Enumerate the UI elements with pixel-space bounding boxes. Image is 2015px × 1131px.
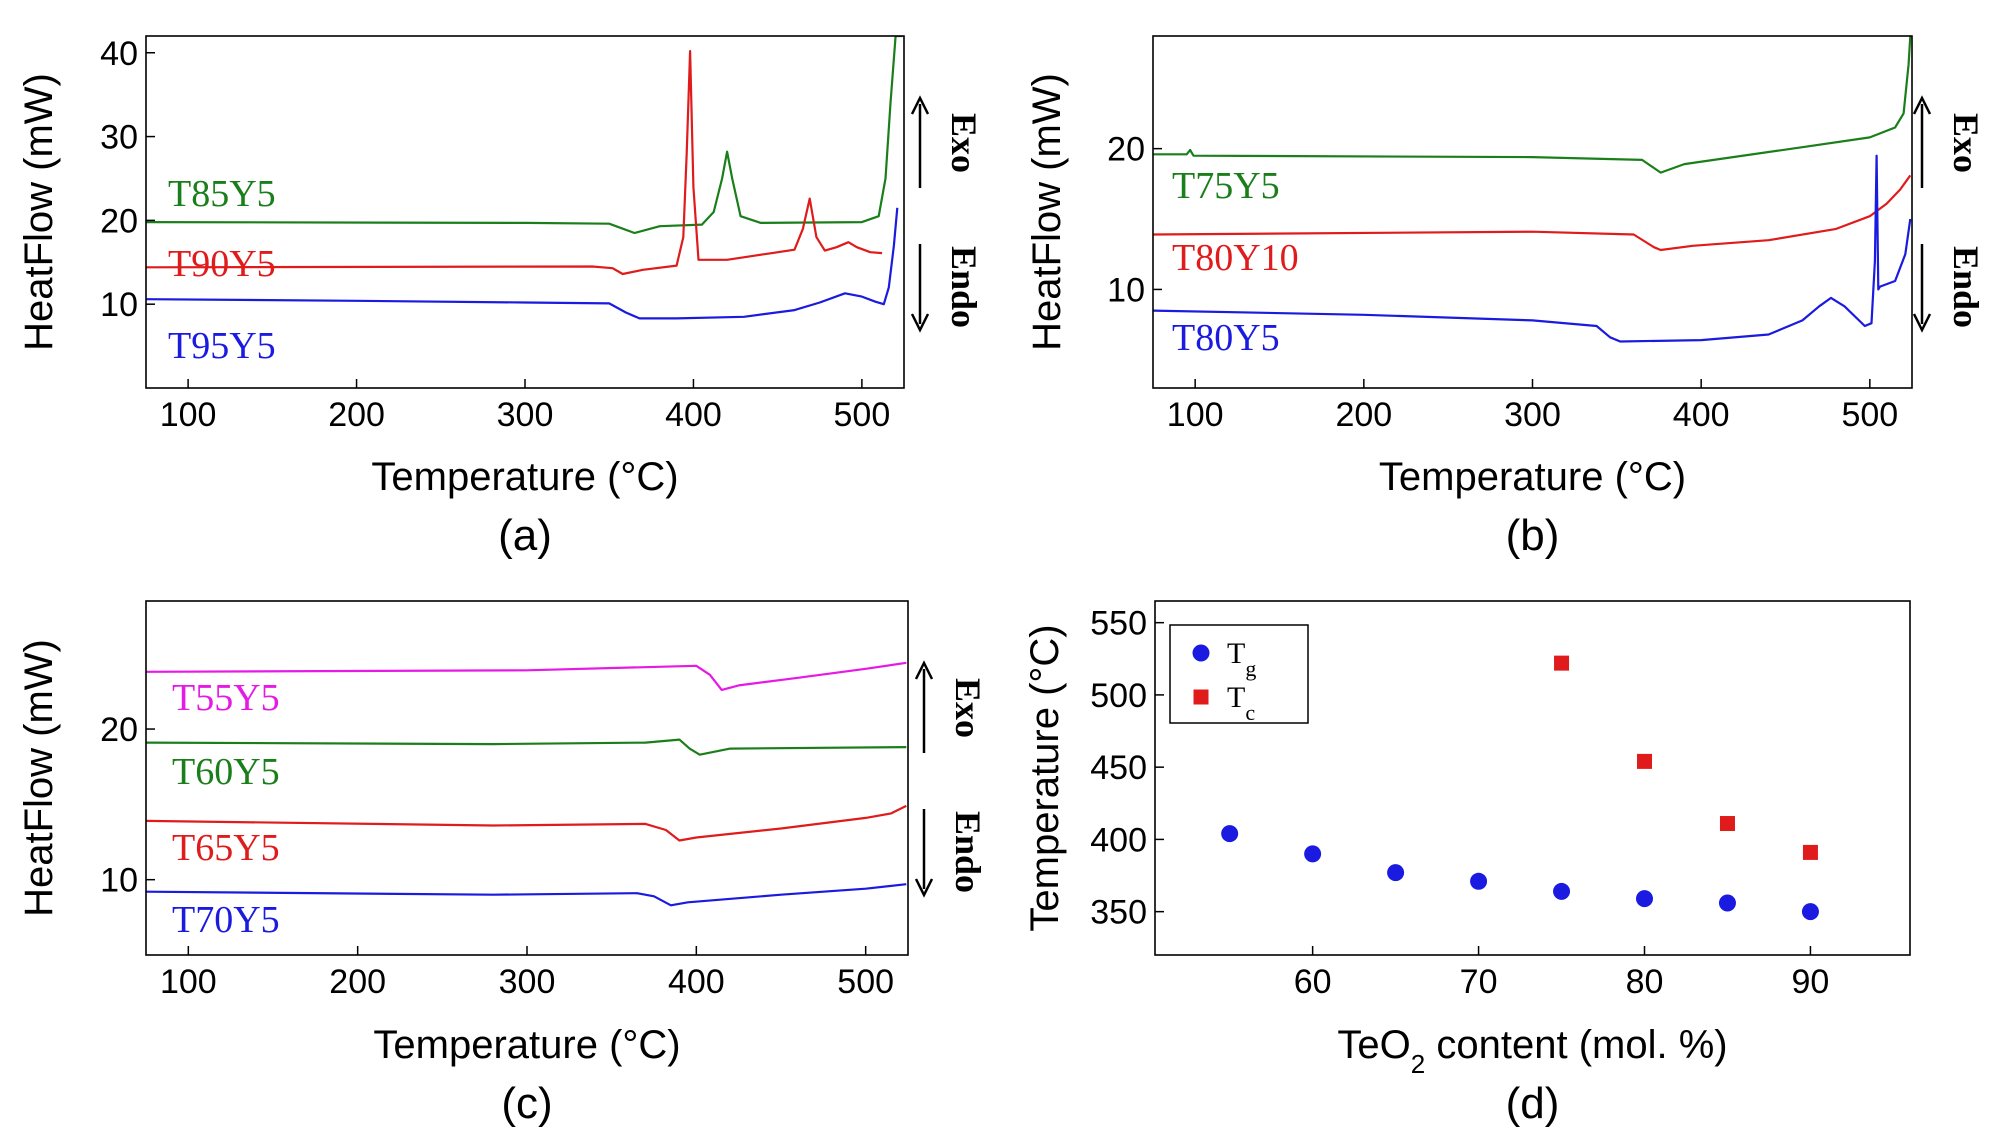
x-tick-label: 500: [1841, 396, 1898, 434]
y-tick-label: 450: [1090, 749, 1147, 787]
series-line-T80Y5: [1153, 154, 1912, 343]
chart-panel-b: T75Y5 T80Y10 T80Y5 100 200 300 400 500 10 20 Tempe…: [1025, 35, 1986, 560]
point-Tc-90: [1802, 844, 1818, 860]
series-label-T85Y5: T85Y5: [168, 173, 276, 215]
series-line-T75Y5: [1153, 36, 1912, 174]
panel-label: (d): [1506, 1079, 1560, 1128]
series-label-T80Y10: T80Y10: [1172, 237, 1299, 279]
chart-panel-d: 60 70 80 90 350 400 450 500 550 TeO2 content (mol…: [1023, 600, 1911, 1128]
plot-frame: [1154, 600, 1911, 956]
series-line-T80Y10: [1153, 174, 1912, 252]
series-line-T60Y5: [146, 738, 907, 756]
endo-label: Endo: [1946, 246, 1986, 328]
series-label-T95Y5: T95Y5: [168, 325, 276, 367]
x-tick-label: 200: [329, 963, 386, 1001]
endo-arrow-head: [910, 313, 930, 333]
point-Tg-60: [1304, 845, 1322, 863]
series-label-T55Y5: T55Y5: [172, 677, 280, 719]
y-axis-title: HeatFlow (mW): [17, 73, 61, 351]
x-tick-label: 90: [1792, 963, 1830, 1001]
y-axis-title: HeatFlow (mW): [17, 639, 61, 917]
x-axis-title: Temperature (°C): [1379, 455, 1686, 499]
exo-label: Exo: [1946, 113, 1986, 173]
x-axis-title: Temperature (°C): [371, 455, 678, 499]
x-tick-label: 100: [160, 396, 217, 434]
legend-box: [1169, 624, 1309, 724]
legend-marker-Tg: [1192, 644, 1210, 662]
panel-label: (a): [498, 511, 552, 560]
x-tick-label: 100: [160, 963, 217, 1001]
series-line-T85Y5: [146, 36, 903, 235]
point-Tg-75: [1553, 882, 1571, 900]
x-tick-label: 400: [665, 396, 722, 434]
x-tick-label: 80: [1626, 963, 1664, 1001]
y-tick-label: 30: [100, 119, 138, 157]
point-Tg-65: [1387, 864, 1405, 882]
x-tick-label: 500: [834, 396, 891, 434]
y-tick-label: 40: [100, 35, 138, 73]
endo-label: Endo: [948, 811, 988, 893]
series-label-T80Y5: T80Y5: [1172, 317, 1280, 359]
point-Tc-80: [1637, 753, 1653, 769]
x-tick-label: 300: [497, 396, 554, 434]
x-tick-label: 70: [1460, 963, 1498, 1001]
x-tick-label: 200: [328, 396, 385, 434]
series-line-T95Y5: [146, 207, 899, 320]
x-tick-label: 400: [668, 963, 725, 1001]
point-Tg-80: [1636, 890, 1654, 908]
series-label-T90Y5: T90Y5: [168, 243, 276, 285]
x-axis-title: Temperature (°C): [373, 1023, 680, 1067]
point-Tc-75: [1554, 655, 1570, 671]
legend-marker-Tc: [1193, 689, 1209, 705]
series-label-T60Y5: T60Y5: [172, 751, 280, 793]
exo-label: Exo: [948, 678, 988, 738]
x-axis-title: TeO2 content (mol. %): [1337, 1023, 1727, 1079]
x-tick-label: 400: [1673, 396, 1730, 434]
x-tick-label: 300: [499, 963, 556, 1001]
series-line-T70Y5: [146, 883, 907, 907]
point-Tg-85: [1718, 894, 1736, 912]
series-line-T65Y5: [146, 804, 907, 842]
y-tick-label: 400: [1090, 821, 1147, 859]
y-tick-label: 20: [100, 711, 138, 749]
y-tick-label: 20: [1107, 131, 1145, 169]
exo-arrow-head: [914, 660, 934, 680]
x-tick-label: 300: [1504, 396, 1561, 434]
y-tick-label: 550: [1090, 605, 1147, 643]
y-tick-label: 20: [100, 202, 138, 240]
panel-label: (b): [1506, 511, 1560, 560]
series-line-T55Y5: [146, 661, 907, 691]
y-tick-label: 10: [100, 286, 138, 324]
series-line-T90Y5: [146, 50, 883, 276]
point-Tg-90: [1801, 903, 1819, 921]
y-tick-label: 500: [1090, 677, 1147, 715]
y-tick-label: 10: [1107, 271, 1145, 309]
chart-panel-a: T85Y5 T90Y5 T95Y5 100 200 300 400 500 10 20 30 40 Te…: [17, 35, 984, 560]
point-Tc-85: [1719, 816, 1735, 832]
y-axis-title: Temperature (°C): [1023, 624, 1067, 931]
chart-panel-c: T55Y5 T60Y5 T65Y5 T70Y5 100 200 300 400 500 10 20 T…: [17, 600, 988, 1128]
point-Tg-55: [1221, 825, 1239, 843]
y-tick-label: 350: [1090, 894, 1147, 932]
x-tick-label: 100: [1167, 396, 1224, 434]
y-tick-label: 10: [100, 862, 138, 900]
x-tick-label: 200: [1335, 396, 1392, 434]
panel-label: (c): [501, 1079, 552, 1128]
series-label-T65Y5: T65Y5: [172, 827, 280, 869]
endo-arrow-head: [1912, 313, 1932, 333]
exo-arrow-head: [1912, 95, 1932, 115]
exo-arrow-head: [910, 95, 930, 115]
y-axis-title: HeatFlow (mW): [1025, 73, 1069, 351]
series-label-T70Y5: T70Y5: [172, 899, 280, 941]
x-tick-label: 500: [837, 963, 894, 1001]
endo-arrow-head: [914, 878, 934, 898]
series-label-T75Y5: T75Y5: [1172, 165, 1280, 207]
x-tick-label: 60: [1294, 963, 1332, 1001]
point-Tg-70: [1470, 872, 1488, 890]
exo-label: Exo: [944, 113, 984, 173]
endo-label: Endo: [944, 246, 984, 328]
